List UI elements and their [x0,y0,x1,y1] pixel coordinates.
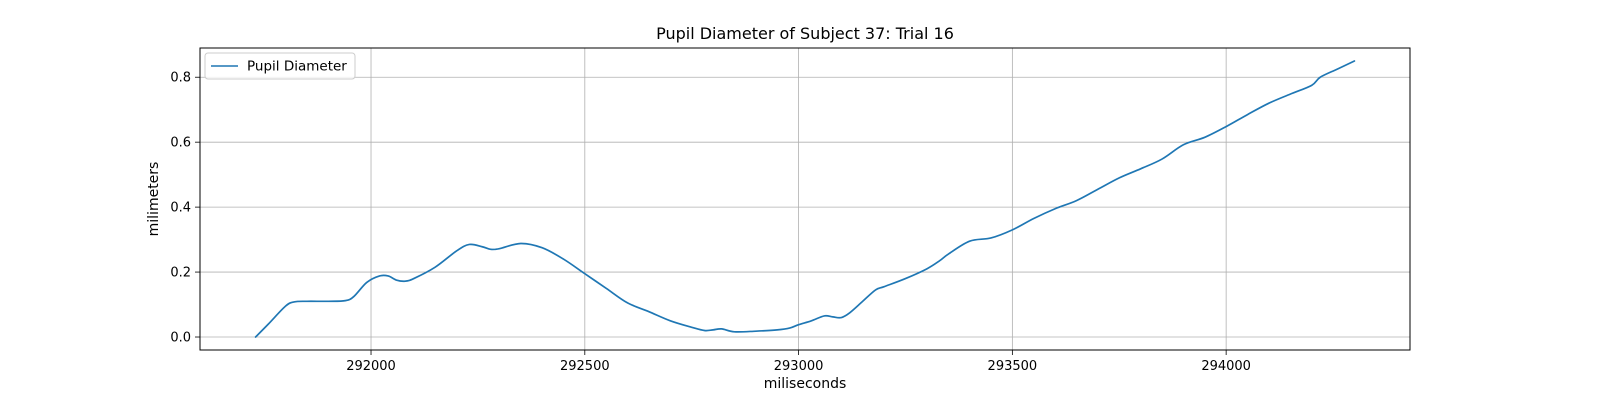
y-tick-label: 0.4 [170,201,191,216]
x-tick-label: 292500 [560,359,610,374]
x-axis-ticks: 292000 292500 293000 293500 294000 [346,350,1251,374]
legend: Pupil Diameter [204,52,356,80]
x-tick-label: 292000 [346,359,396,374]
y-tick-label: 0.8 [170,71,191,86]
grid-lines [200,48,1410,350]
y-axis-ticks: 0.0 0.2 0.4 0.6 0.8 [170,71,200,346]
x-tick-label: 293500 [988,359,1038,374]
y-tick-label: 0.2 [170,266,191,281]
legend-label-pupil-diameter: Pupil Diameter [247,59,347,75]
chart-title: Pupil Diameter of Subject 37: Trial 16 [656,24,954,43]
series-line-pupil-diameter [254,60,1356,338]
y-tick-label: 0.6 [170,136,191,151]
y-tick-label: 0.0 [170,331,191,346]
x-tick-label: 294000 [1201,359,1251,374]
x-tick-label: 293000 [774,359,824,374]
y-axis-label: milimeters [146,162,162,237]
x-axis-label: miliseconds [764,376,847,392]
plot-area-frame [199,47,1411,351]
series-layer [254,60,1356,338]
legend-box [204,52,356,80]
